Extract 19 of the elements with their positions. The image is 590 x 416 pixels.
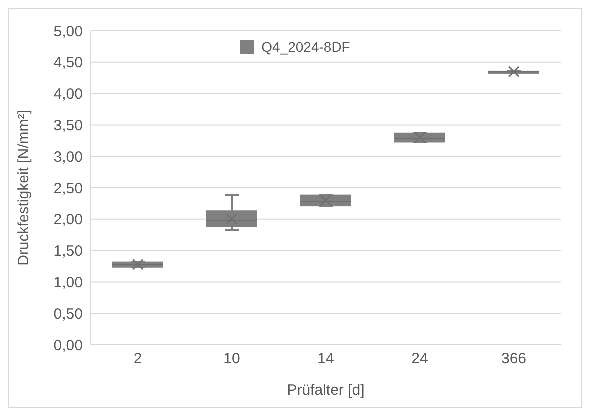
y-tick-label: 3,00 [54, 148, 83, 166]
y-tick-label: 1,50 [54, 243, 83, 260]
x-tick-label: 24 [412, 350, 428, 368]
x-tick-label: 14 [318, 350, 334, 368]
x-tick-label: 10 [224, 350, 240, 368]
y-tick-label: 0,50 [54, 306, 83, 323]
y-tick-label: 0,00 [54, 337, 83, 354]
x-tick-label: 366 [501, 350, 527, 368]
y-tick-label: 2,50 [54, 180, 83, 198]
y-tick-label: 4,00 [54, 86, 83, 104]
y-tick-label: 1,00 [54, 274, 83, 292]
legend-label: Q4_2024-8DF [262, 39, 350, 55]
y-tick-label: 3,50 [54, 118, 83, 135]
y-tick-label: 4,50 [54, 54, 83, 72]
x-axis-title: Prüfalter [d] [287, 382, 365, 399]
y-axis-title: Druckfestigkeit [N/mm²] [15, 110, 32, 266]
y-tick-label: 2,00 [54, 212, 83, 229]
x-tick-label: 2 [134, 350, 142, 368]
y-tick-label: 5,00 [54, 23, 83, 40]
